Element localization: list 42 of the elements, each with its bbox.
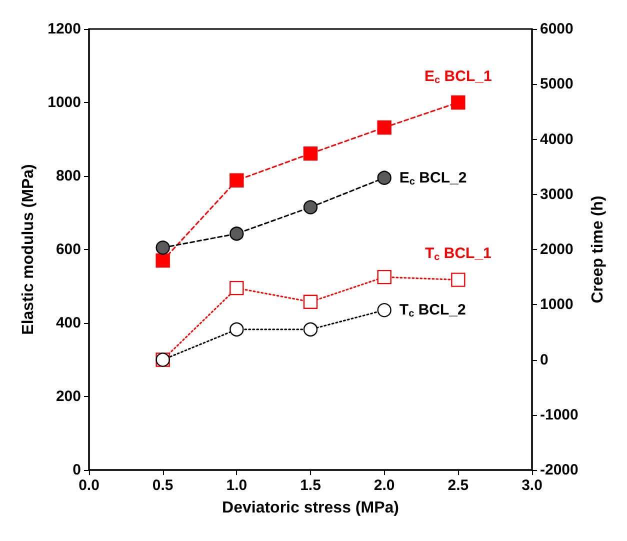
y2-tick-label: 4000 <box>540 130 574 148</box>
point <box>230 173 244 188</box>
y2-tick-label: 0 <box>540 351 548 368</box>
x-tick-label: 0.5 <box>152 477 174 494</box>
point <box>230 322 244 337</box>
y2-tick-label: 5000 <box>540 76 574 93</box>
x-tick-label: 1.5 <box>300 477 321 494</box>
y2-tick-label: 2000 <box>540 241 574 258</box>
y-tick-label: 200 <box>56 388 81 405</box>
y2-axis-title: Creep time (h) <box>590 196 606 304</box>
y-tick-label: 0 <box>72 462 81 478</box>
x-axis-title: Deviatoric stress (MPa) <box>222 500 399 516</box>
point <box>303 294 318 309</box>
point <box>451 272 466 287</box>
y2-tick-label: 3000 <box>540 186 574 203</box>
y2-tick-label: -2000 <box>540 462 578 478</box>
point <box>303 146 318 161</box>
point <box>451 95 466 110</box>
point <box>377 120 392 135</box>
x-tick-label: 2.5 <box>448 477 469 494</box>
y-tick-label: 1200 <box>48 20 81 38</box>
y-tick-label: 800 <box>56 168 81 184</box>
point <box>230 226 244 241</box>
x-tick-label: 0.0 <box>78 477 100 494</box>
y2-tick-label: 1000 <box>540 296 574 314</box>
y-tick-label: 400 <box>56 314 81 332</box>
x-tick-label: 1.0 <box>226 477 248 494</box>
y2-tick-label: -1000 <box>540 406 578 424</box>
point <box>377 270 392 284</box>
point <box>377 303 392 318</box>
y-tick-label: 600 <box>56 241 81 258</box>
y-axis-title: Elastic modulus (MPa) <box>20 164 38 335</box>
point <box>377 170 392 185</box>
point <box>303 200 318 214</box>
point <box>303 322 318 337</box>
x-tick-label: 3.0 <box>522 477 542 494</box>
point <box>156 240 170 255</box>
y-tick-label: 1000 <box>48 94 81 111</box>
point <box>230 280 244 296</box>
point <box>156 253 170 268</box>
x-tick-label: 2.0 <box>374 477 395 494</box>
y2-tick-label: 6000 <box>540 20 574 38</box>
